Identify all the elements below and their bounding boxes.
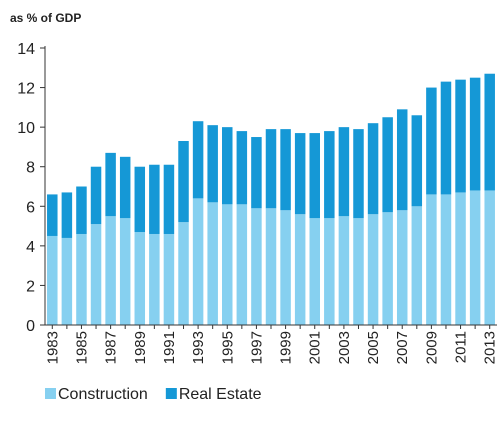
x-tick-label: 2001 — [307, 331, 324, 364]
x-tick-label: 2003 — [336, 331, 353, 364]
bar-segment — [294, 133, 306, 215]
bar-segment — [294, 214, 306, 325]
x-tick-label: 2007 — [394, 331, 411, 364]
bar-segment — [440, 194, 452, 325]
bar-segment — [484, 190, 495, 325]
bar-segment — [396, 210, 408, 325]
bar-segment — [265, 208, 277, 325]
bar-segment — [353, 218, 364, 325]
legend-swatch — [45, 388, 56, 399]
x-tick-label: 1991 — [161, 331, 178, 364]
bar-segment — [309, 133, 320, 219]
bar-segment — [324, 131, 335, 219]
bar-segment — [280, 210, 291, 325]
bar-segment — [163, 164, 175, 234]
bar-segment — [455, 79, 466, 193]
bar-segment — [163, 233, 175, 325]
bar-segment — [338, 127, 350, 217]
y-tick-label: 14 — [17, 41, 35, 58]
bar-segment — [280, 129, 291, 211]
bar-segment — [426, 87, 437, 195]
bar-segment — [382, 117, 393, 213]
bar-segment — [236, 131, 248, 205]
bar-segment — [178, 222, 189, 325]
bar-segment — [367, 123, 379, 215]
bar-segment — [411, 115, 423, 207]
bar-segment — [207, 202, 218, 325]
bar-segment — [105, 152, 116, 217]
bar-segment — [119, 218, 131, 325]
bar-segment — [324, 218, 335, 325]
x-tick-label: 1999 — [278, 331, 295, 364]
x-tick-label: 2011 — [453, 331, 470, 363]
bar-segment — [90, 224, 102, 325]
x-tick-label: 1989 — [132, 331, 149, 364]
bar-segment — [149, 164, 160, 234]
x-tick-label: 2005 — [365, 331, 382, 364]
bar-segment — [47, 194, 58, 236]
x-tick-label: 2009 — [423, 331, 440, 364]
bar-segment — [265, 129, 277, 209]
bar-segment — [484, 73, 495, 191]
bar-segment — [61, 237, 73, 325]
bar-segment — [149, 233, 160, 325]
bar-segment — [76, 186, 87, 234]
x-tick-label: 1995 — [219, 331, 236, 364]
bar-segment — [426, 194, 437, 325]
bar-segment — [134, 166, 146, 233]
x-tick-label: 1993 — [190, 331, 207, 364]
x-tick-label: 1997 — [248, 331, 265, 364]
y-tick-label: 12 — [17, 81, 35, 98]
legend-label: Construction — [58, 386, 148, 403]
bar-segment — [119, 156, 131, 219]
bar-segment — [469, 77, 481, 191]
bar-segment — [338, 216, 350, 325]
bar-segment — [192, 121, 204, 199]
y-tick-label: 6 — [26, 199, 35, 216]
legend-label: Real Estate — [179, 386, 262, 403]
bar-segment — [134, 232, 146, 325]
bar-segment — [251, 137, 262, 209]
bar-segment — [222, 204, 233, 325]
bar-segment — [382, 212, 393, 325]
bar-segment — [105, 216, 116, 325]
bar-segment — [192, 198, 204, 325]
bar-segment — [76, 233, 87, 325]
bar-segment — [236, 204, 248, 325]
y-tick-label: 2 — [26, 278, 35, 295]
bar-segment — [455, 192, 466, 325]
legend-swatch — [165, 388, 177, 399]
y-axis-label: as % of GDP — [10, 11, 81, 25]
bar-segment — [353, 129, 364, 219]
bar-segment — [47, 235, 58, 325]
bar-segment — [251, 208, 262, 325]
x-tick-label: 1983 — [44, 331, 61, 364]
x-tick-label: 1987 — [103, 331, 120, 364]
bar-segment — [367, 214, 379, 325]
bar-segment — [440, 81, 452, 195]
y-tick-label: 4 — [26, 239, 35, 256]
y-tick-label: 0 — [26, 318, 35, 335]
bar-segment — [222, 127, 233, 205]
x-tick-label: 1985 — [73, 331, 90, 364]
x-tick-label: 2013 — [482, 331, 499, 364]
bar-segment — [396, 109, 408, 211]
bar-segment — [309, 218, 320, 325]
bar-segment — [178, 140, 189, 223]
bar-segment — [207, 125, 218, 203]
y-tick-label: 8 — [26, 160, 35, 177]
y-tick-label: 10 — [17, 120, 35, 137]
bar-segment — [61, 192, 73, 238]
bar-segment — [90, 166, 102, 225]
bar-segment — [411, 206, 423, 325]
bar-segment — [469, 190, 481, 325]
